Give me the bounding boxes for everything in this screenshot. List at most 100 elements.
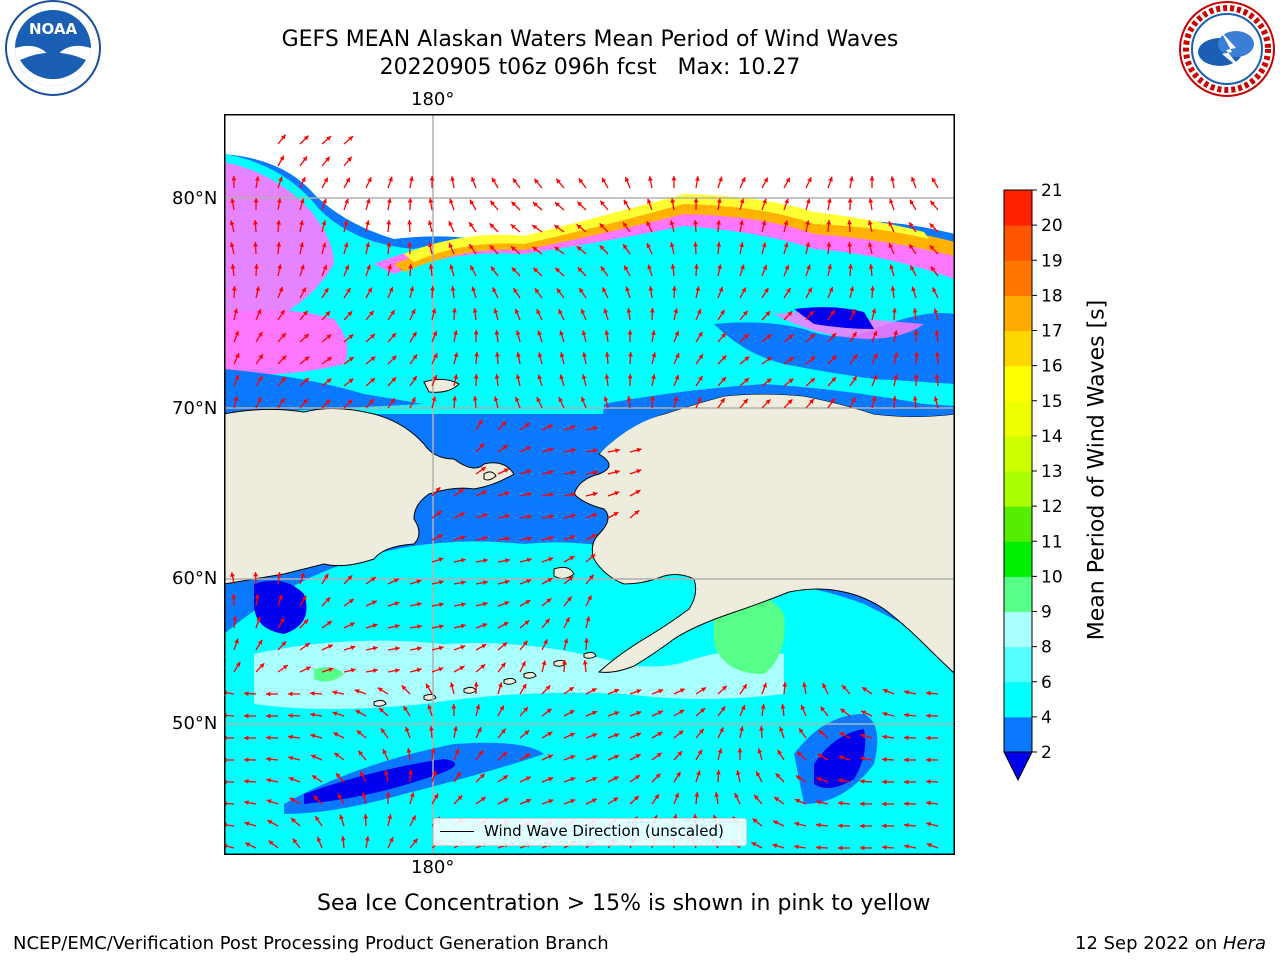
wave-arrow-head <box>354 689 360 694</box>
wave-arrow-head <box>363 814 369 819</box>
wave-arrow-head <box>627 330 633 335</box>
wave-arrow-head <box>929 245 935 251</box>
wave-arrow-head <box>674 792 680 798</box>
wave-arrow-head <box>766 334 772 340</box>
wave-arrow-head <box>494 330 500 335</box>
wave-arrow-head <box>860 801 865 807</box>
wave-arrow-head <box>585 616 591 622</box>
wave-arrow-head <box>276 198 282 203</box>
wave-arrow-head <box>867 220 873 226</box>
wave-arrow-head <box>325 597 331 603</box>
wave-arrow-head <box>904 712 909 718</box>
wave-arrow-head <box>890 176 895 181</box>
wave-arrow-head <box>474 352 479 357</box>
wave-arrow-head <box>254 264 259 269</box>
map-panel <box>224 114 955 855</box>
wave-arrow-head <box>432 330 438 336</box>
wave-arrow-head <box>604 352 610 357</box>
wave-arrow-head <box>432 770 437 776</box>
wave-arrow-head <box>305 666 311 671</box>
wave-arrow-head <box>721 332 726 338</box>
wave-arrow-head <box>437 534 443 539</box>
wave-arrow-head <box>523 707 529 712</box>
wave-arrow-head <box>810 378 816 383</box>
wave-arrow-head <box>389 837 394 843</box>
wave-arrow-head <box>562 660 567 665</box>
wave-arrow-head <box>636 469 642 474</box>
wave-arrow-head <box>571 492 576 497</box>
wave-arrow-head <box>634 775 640 780</box>
wave-arrow-head <box>615 448 620 453</box>
colorbar-tick-label: 6 <box>1041 673 1052 693</box>
wave-arrow-head <box>280 134 286 140</box>
wave-arrow-head <box>439 602 444 608</box>
wave-arrow-head <box>838 800 843 806</box>
wave-arrow-head <box>568 687 574 692</box>
wave-arrow-head <box>718 286 724 292</box>
wave-arrow-head <box>698 354 703 360</box>
wave-arrow-head <box>325 311 331 317</box>
wave-arrow-head <box>408 770 413 775</box>
wave-arrow-head <box>591 798 597 803</box>
wave-arrow-head <box>473 682 479 687</box>
wave-arrow-head <box>266 799 272 804</box>
wave-arrow-head <box>556 288 562 294</box>
wave-arrow-head <box>325 156 330 162</box>
wave-arrow-head <box>826 220 832 225</box>
wave-arrow-head <box>416 579 422 584</box>
wave-arrow-head <box>872 330 878 336</box>
wave-arrow-head <box>231 176 237 181</box>
map-frame <box>224 114 955 855</box>
wave-arrow-head <box>234 374 240 380</box>
wave-arrow-head <box>545 685 551 691</box>
wave-arrow-head <box>416 667 422 673</box>
wave-arrow-head <box>450 286 456 291</box>
wave-arrow-head <box>929 223 935 229</box>
wave-arrow-head <box>254 594 260 599</box>
wave-arrow-head <box>559 352 565 358</box>
wave-arrow-head <box>635 754 641 759</box>
wave-arrow-head <box>593 448 598 454</box>
wave-arrow-head <box>370 333 375 339</box>
wave-arrow-head <box>510 224 516 230</box>
wave-arrow-head <box>367 287 372 293</box>
wave-arrow-head <box>469 244 474 250</box>
wave-arrow-head <box>453 352 459 358</box>
wave-arrow-head <box>716 198 722 203</box>
wave-arrow-head <box>669 242 675 248</box>
wave-arrow-head <box>526 798 532 804</box>
wave-arrow-head <box>369 398 374 404</box>
wave-arrow-head <box>278 594 283 600</box>
wave-arrow-head <box>860 845 865 851</box>
wave-arrow-head <box>658 689 664 694</box>
wave-arrow-head <box>741 177 746 183</box>
wave-arrow-head <box>370 577 376 582</box>
wave-arrow-head <box>386 220 392 225</box>
wave-arrow-head <box>304 333 309 339</box>
wave-arrow-head <box>787 311 793 317</box>
wave-arrow-head <box>428 198 434 203</box>
wave-arrow-head <box>882 757 887 762</box>
wave-arrow-head <box>438 557 444 562</box>
wave-arrow-head <box>904 844 910 849</box>
wave-arrow-head <box>754 794 759 800</box>
wave-arrow-head <box>655 773 661 779</box>
wave-arrow-head <box>882 734 887 740</box>
wave-arrow-head <box>765 311 771 317</box>
wave-arrow-head <box>744 378 749 383</box>
wave-arrow-head <box>590 554 596 560</box>
wave-arrow-head <box>839 732 845 737</box>
wave-arrow-head <box>734 793 739 799</box>
wave-arrow-head <box>365 242 371 248</box>
wave-arrow-head <box>411 309 416 315</box>
wave-arrow-head <box>892 396 897 401</box>
wave-arrow-head <box>701 687 707 692</box>
wave-arrow-head <box>461 580 466 586</box>
wave-arrow-head <box>673 308 679 314</box>
wave-arrow-head <box>303 135 309 141</box>
wave-arrow-head <box>301 177 306 183</box>
wave-arrow-head <box>480 664 486 670</box>
wave-arrow-head <box>479 773 485 779</box>
wave-arrow-head <box>348 136 354 141</box>
wave-arrow-head <box>787 399 793 405</box>
